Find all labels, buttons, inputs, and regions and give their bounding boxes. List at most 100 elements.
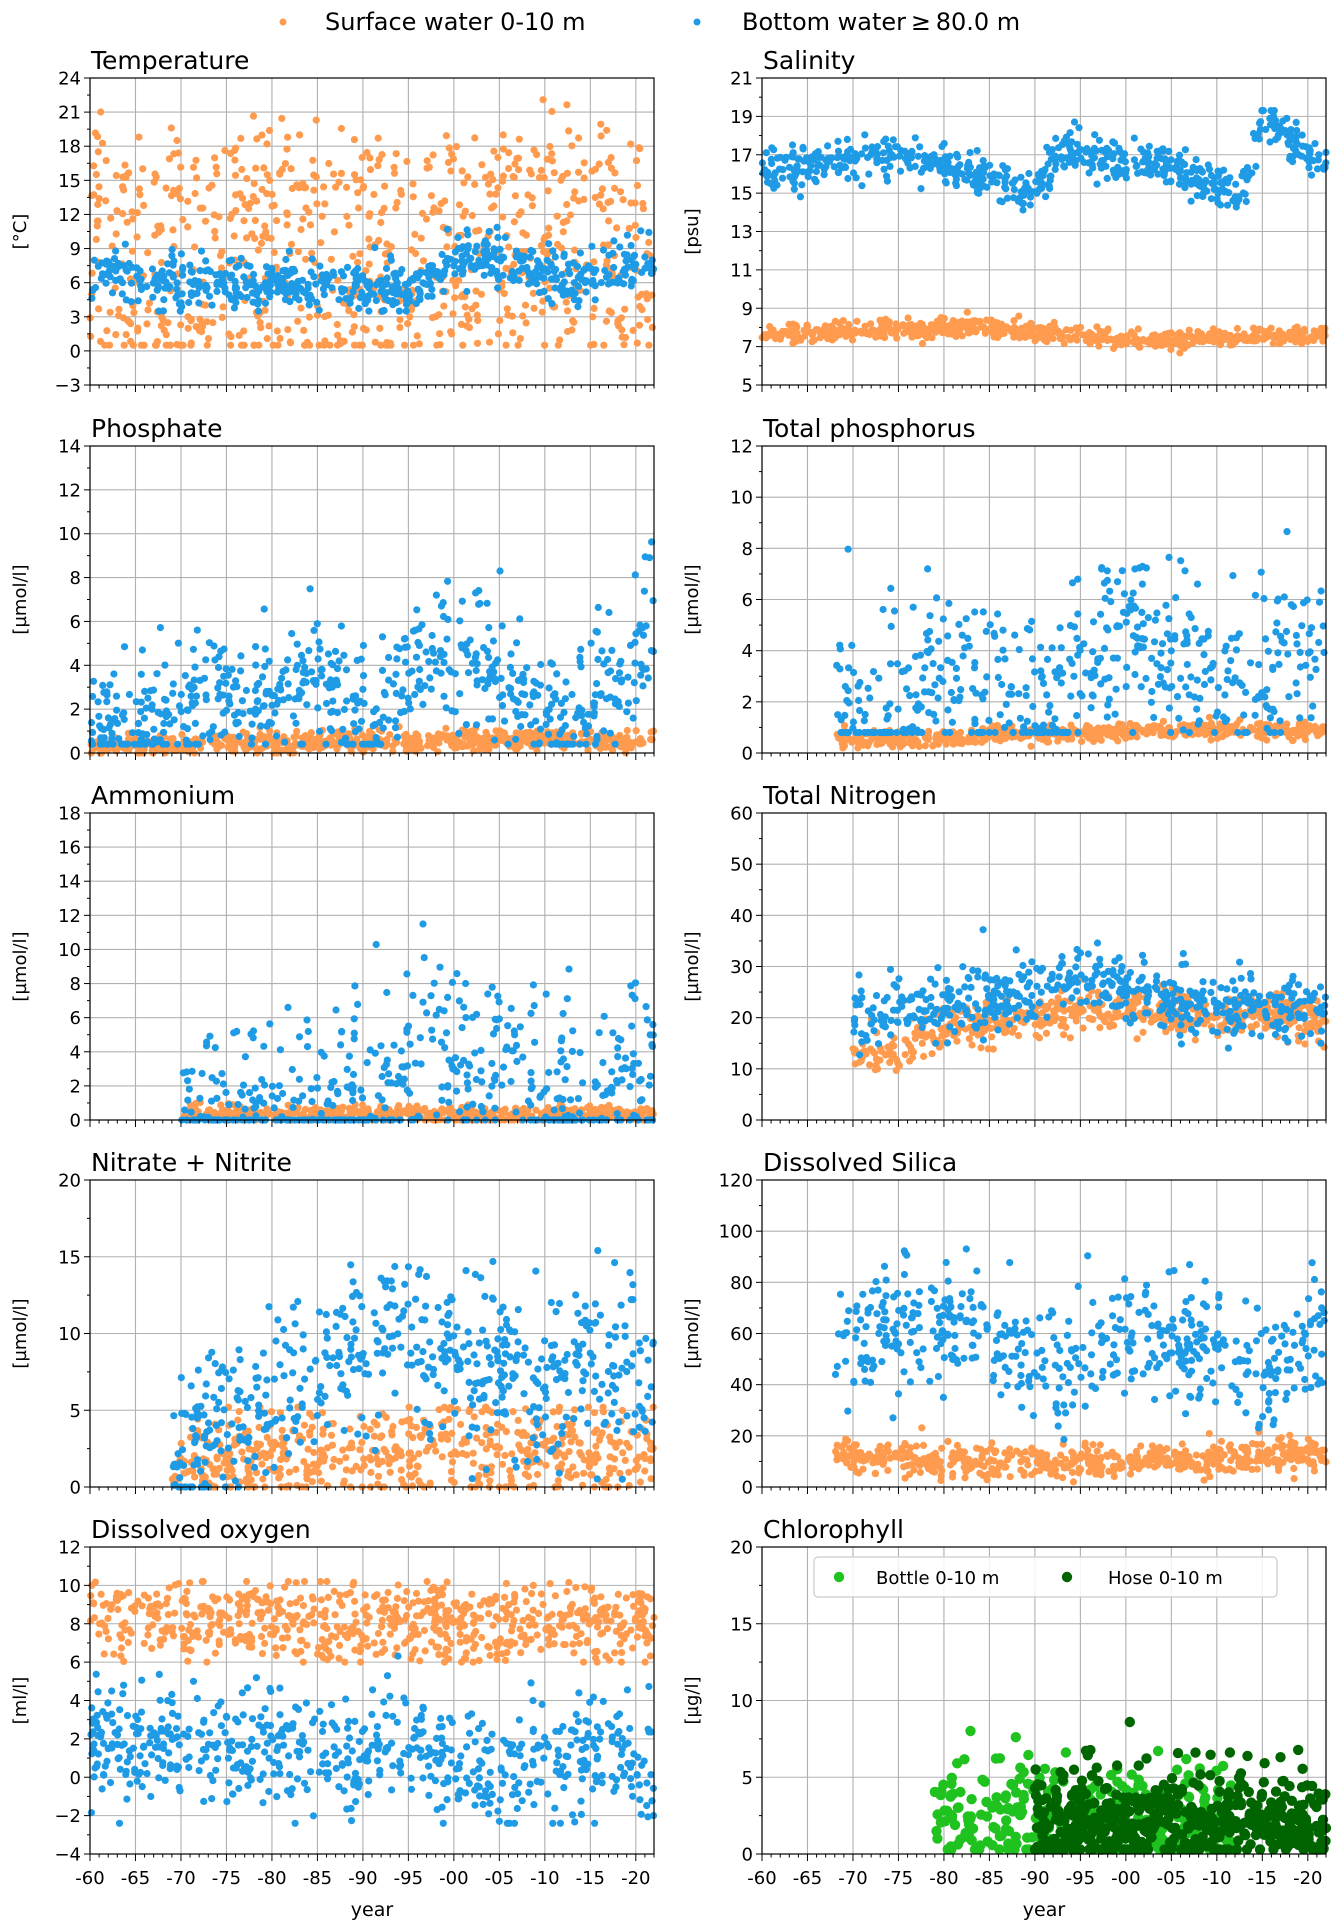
data-point: [988, 325, 996, 333]
data-point: [570, 318, 578, 326]
data-point: [1276, 332, 1284, 340]
data-point: [285, 247, 293, 255]
data-point: [895, 736, 904, 744]
data-point: [1181, 338, 1189, 347]
data-point: [926, 612, 934, 620]
data-point: [329, 697, 337, 705]
data-point: [626, 641, 635, 650]
data-point: [231, 171, 240, 179]
data-point: [511, 160, 519, 168]
panel-title: Temperature: [90, 46, 249, 75]
data-point: [1165, 615, 1173, 623]
data-point: [1289, 152, 1297, 161]
data-point: [1045, 148, 1054, 156]
data-point: [211, 656, 219, 664]
data-point: [1026, 201, 1034, 209]
data-point: [499, 131, 507, 139]
data-point: [968, 737, 976, 746]
data-point: [611, 695, 619, 703]
data-point: [428, 285, 436, 293]
data-point: [603, 126, 611, 134]
data-point: [933, 317, 941, 325]
data-point: [624, 673, 632, 681]
data-point: [174, 740, 182, 748]
data-point: [203, 284, 211, 292]
data-point: [993, 319, 1001, 327]
data-point: [473, 311, 481, 319]
data-point: [272, 732, 281, 740]
data-point: [243, 234, 251, 242]
data-point: [455, 201, 464, 209]
data-point: [357, 717, 366, 725]
data-point: [113, 706, 121, 714]
data-point: [100, 734, 108, 742]
data-point: [88, 191, 96, 200]
data-point: [1060, 163, 1069, 171]
data-point: [958, 332, 967, 340]
data-point: [647, 735, 655, 744]
data-point: [514, 698, 522, 706]
data-point: [896, 167, 905, 175]
data-point: [454, 233, 462, 242]
data-point: [621, 271, 630, 279]
data-point: [1144, 614, 1152, 622]
data-point: [362, 326, 370, 334]
data-point: [627, 744, 636, 752]
data-point: [1243, 165, 1251, 173]
data-point: [861, 131, 869, 139]
data-point: [443, 635, 451, 643]
data-point: [1150, 638, 1159, 646]
data-point: [1175, 169, 1183, 177]
data-point: [528, 194, 536, 202]
data-point: [458, 270, 467, 278]
data-point: [515, 135, 523, 143]
data-point: [232, 298, 240, 307]
data-point: [631, 571, 639, 579]
data-point: [1205, 713, 1213, 721]
data-point: [386, 731, 394, 739]
data-point: [523, 664, 531, 672]
data-point: [299, 215, 307, 223]
data-point: [283, 209, 291, 217]
data-point: [1122, 166, 1130, 174]
data-point: [494, 284, 502, 292]
data-point: [582, 288, 590, 296]
data-point: [293, 279, 302, 287]
data-point: [1126, 719, 1134, 728]
data-point: [261, 222, 269, 230]
data-point: [1213, 708, 1222, 716]
data-point: [595, 200, 604, 208]
data-point: [281, 160, 289, 168]
data-point: [108, 289, 117, 297]
data-point: [806, 167, 814, 175]
data-point: [330, 170, 338, 178]
data-point: [367, 740, 375, 748]
data-point: [417, 234, 425, 242]
data-point: [243, 261, 251, 269]
data-point: [317, 277, 326, 285]
data-point: [457, 293, 466, 301]
data-point: [355, 304, 363, 312]
data-point: [252, 661, 260, 669]
data-point: [649, 597, 657, 605]
data-point: [1180, 344, 1188, 352]
data-point: [237, 667, 245, 675]
data-point: [802, 328, 810, 336]
data-point: [208, 301, 216, 309]
data-point: [488, 670, 496, 678]
data-point: [590, 709, 598, 717]
data-point: [402, 300, 411, 309]
data-point: [539, 96, 547, 104]
data-point: [228, 210, 236, 218]
data-point: [383, 274, 391, 282]
data-point: [310, 626, 318, 635]
data-point: [96, 740, 104, 748]
data-point: [962, 615, 970, 623]
data-point: [986, 161, 994, 169]
data-point: [623, 708, 631, 716]
data-point: [1062, 133, 1070, 141]
data-point: [563, 200, 571, 209]
data-point: [979, 323, 988, 331]
data-point: [977, 177, 985, 185]
